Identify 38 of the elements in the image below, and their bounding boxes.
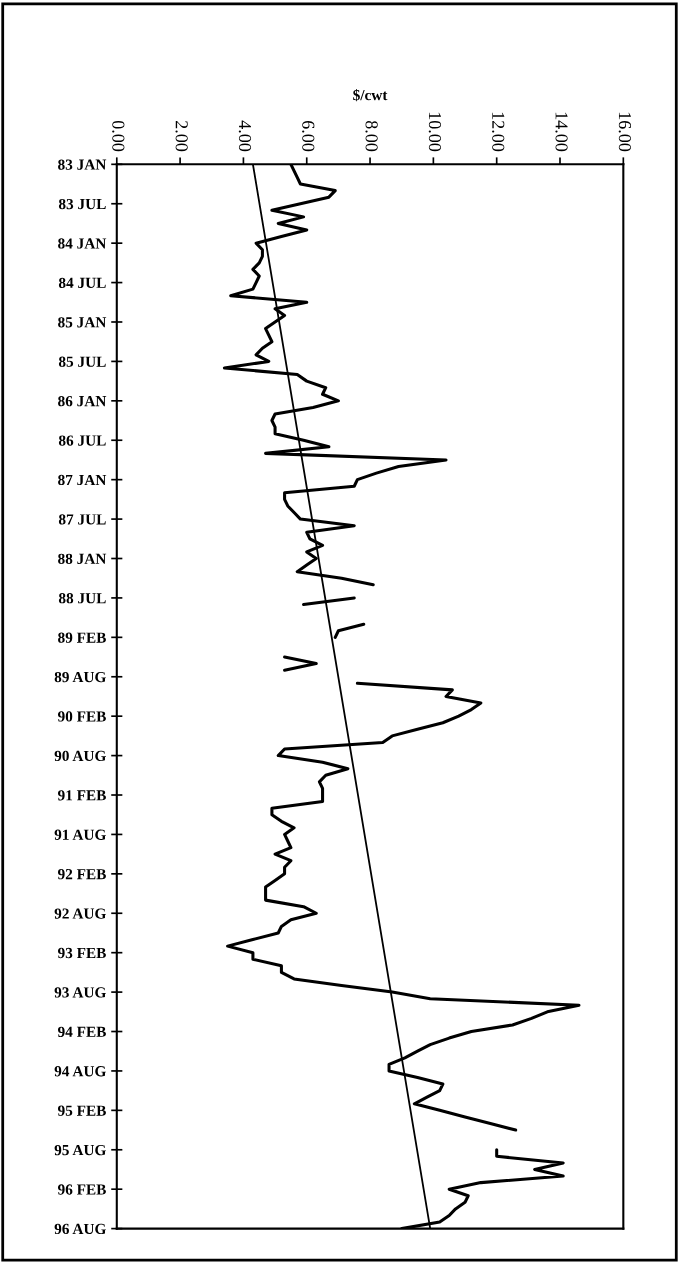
y-tick-label: 85 JUL (58, 356, 106, 367)
x-tick-label: 0.00 (112, 120, 125, 152)
y-tick-label: 93 FEB (57, 947, 106, 959)
y-tick-label: 92 FEB (57, 869, 106, 880)
y-tick-label: 83 JUL (58, 198, 106, 210)
x-tick-label: 2.00 (175, 121, 188, 152)
y-tick-label: 94 AUG (54, 1066, 106, 1077)
x-tick-label: 12.00 (492, 112, 505, 152)
y-tick-label: 92 AUG (54, 908, 106, 919)
y-tick-label: 85 JAN (58, 317, 107, 328)
y-tick-label: 96 FEB (57, 1184, 106, 1195)
y-tick-label: 94 FEB (57, 1026, 106, 1037)
y-tick-label: 86 JAN (58, 395, 107, 407)
x-tick-label: 8.00 (365, 120, 378, 152)
y-tick-label: 84 JAN (58, 238, 107, 249)
x-tick-label: 16.00 (618, 112, 631, 152)
y-tick-label: 91 AUG (54, 829, 106, 840)
y-tick-label: 89 FEB (58, 632, 106, 643)
y-tick-label: 83 JAN (58, 159, 107, 170)
x-tick-label: 4.00 (238, 120, 252, 152)
x-axis-title: $/cwt (353, 89, 388, 102)
x-tick-label: 14.00 (555, 112, 568, 152)
y-tick-label: 95 AUG (54, 1144, 106, 1156)
y-tick-label: 90 FEB (57, 711, 106, 722)
y-tick-label: 87 JUL (58, 514, 106, 525)
y-tick-label: 93 AUG (54, 987, 106, 998)
y-tick-label: 95 FEB (57, 1105, 106, 1116)
y-tick-label: 88 JUL (58, 593, 106, 604)
y-tick-label: 96 AUG (54, 1223, 106, 1235)
y-tick-label: 88 JAN (58, 553, 107, 564)
y-tick-label: 89 AUG (54, 671, 106, 683)
y-tick-label: 91 FEB (57, 790, 106, 801)
y-tick-label: 84 JUL (58, 277, 106, 289)
x-tick-label: 6.00 (302, 121, 315, 152)
y-tick-label: 90 AUG (54, 750, 106, 762)
x-tick-label: 10.00 (428, 112, 442, 152)
y-tick-label: 86 JUL (58, 435, 106, 446)
y-tick-label: 87 JAN (58, 474, 107, 486)
